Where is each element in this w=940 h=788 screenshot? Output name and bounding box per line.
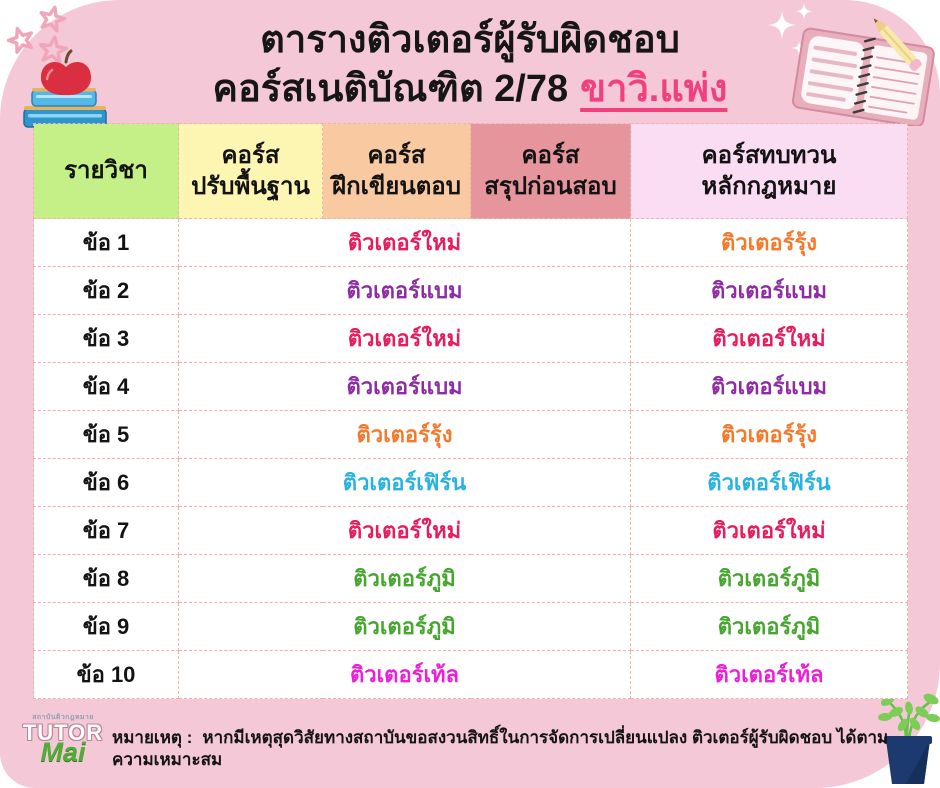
- tutor-table: รายวิชา คอร์ส ปรับพื้นฐาน คอร์ส ฝึกเขียน…: [33, 123, 908, 699]
- subject-cell: ข้อ 2: [33, 266, 179, 315]
- subject-highlight: ขาวิ.แพ่ง: [580, 67, 728, 110]
- logo-name-bottom: Mai: [40, 737, 86, 767]
- table-row: ข้อ 6 ติวเตอร์เฟิร์น ติวเตอร์เฟิร์น: [33, 458, 908, 507]
- subject-cell: ข้อ 7: [33, 506, 179, 555]
- col-header-review-course: คอร์สทบทวน หลักกฎหมาย: [630, 123, 908, 219]
- col-header-foundation-course: คอร์ส ปรับพื้นฐาน: [178, 123, 323, 219]
- review-tutor-cell: ติวเตอร์ใหม่: [630, 314, 908, 363]
- subject-cell: ข้อ 8: [33, 554, 179, 603]
- table-row: ข้อ 1 ติวเตอร์ใหม่ ติวเตอร์รุ้ง: [33, 218, 908, 267]
- table-body: ข้อ 1 ติวเตอร์ใหม่ ติวเตอร์รุ้ง ข้อ 2 ติ…: [33, 218, 908, 699]
- main-tutor-cell: ติวเตอร์เฟิร์น: [178, 458, 631, 507]
- col-header-label: สรุปก่อนสอบ: [484, 173, 617, 200]
- table-row: ข้อ 5 ติวเตอร์รุ้ง ติวเตอร์รุ้ง: [33, 410, 908, 459]
- footnote-label: หมายเหตุ :: [112, 728, 193, 747]
- tutormai-logo: สถาบันติวกฎหมาย TUTOR Mai: [12, 714, 114, 766]
- review-tutor-cell: ติวเตอร์ใหม่: [630, 506, 908, 555]
- plant-icon: [878, 693, 940, 784]
- page-title-line1: ตารางติวเตอร์ผู้รับผิดชอบ: [260, 19, 680, 61]
- main-tutor-cell: ติวเตอร์ใหม่: [178, 218, 631, 267]
- sparkles-icon: [768, 3, 813, 55]
- review-tutor-cell: ติวเตอร์ภูมิ: [630, 602, 908, 651]
- review-tutor-cell: ติวเตอร์เท้ล: [630, 650, 908, 699]
- page-title-line2: คอร์สเนติบัณฑิต 2/78 ขาวิ.แพ่ง: [120, 65, 820, 114]
- stars-doodle-icon: [6, 5, 69, 65]
- table-row: ข้อ 3 ติวเตอร์ใหม่ ติวเตอร์ใหม่: [33, 314, 908, 363]
- table-row: ข้อ 8 ติวเตอร์ภูมิ ติวเตอร์ภูมิ: [33, 554, 908, 603]
- main-tutor-cell: ติวเตอร์ภูมิ: [178, 602, 631, 651]
- review-tutor-cell: ติวเตอร์แบม: [630, 362, 908, 411]
- review-tutor-cell: ติวเตอร์ภูมิ: [630, 554, 908, 603]
- table-row: ข้อ 9 ติวเตอร์ภูมิ ติวเตอร์ภูมิ: [33, 602, 908, 651]
- col-header-label: ปรับพื้นฐาน: [191, 173, 310, 200]
- apple-books-icon: [23, 49, 107, 128]
- col-header-summary-course: คอร์ส สรุปก่อนสอบ: [470, 123, 631, 219]
- col-header-label: รายวิชา: [64, 157, 148, 185]
- footnote: หมายเหตุ : หากมีเหตุสุดวิสัยทางสถาบันขอสง…: [112, 727, 912, 771]
- col-header-label: คอร์สทบทวน: [701, 141, 837, 169]
- table-row: ข้อ 4 ติวเตอร์แบม ติวเตอร์แบม: [33, 362, 908, 411]
- main-tutor-cell: ติวเตอร์ใหม่: [178, 506, 631, 555]
- review-tutor-cell: ติวเตอร์รุ้ง: [630, 410, 908, 459]
- subject-cell: ข้อ 5: [33, 410, 179, 459]
- subject-cell: ข้อ 1: [33, 218, 179, 267]
- main-tutor-cell: ติวเตอร์ใหม่: [178, 314, 631, 363]
- table-row: ข้อ 2 ติวเตอร์แบม ติวเตอร์แบม: [33, 266, 908, 315]
- table-row: ข้อ 10 ติวเตอร์เท้ล ติวเตอร์เท้ล: [33, 650, 908, 699]
- review-tutor-cell: ติวเตอร์แบม: [630, 266, 908, 315]
- col-header-subject: รายวิชา: [33, 123, 179, 219]
- subject-cell: ข้อ 4: [33, 362, 179, 411]
- subject-cell: ข้อ 10: [33, 650, 179, 699]
- review-tutor-cell: ติวเตอร์รุ้ง: [630, 218, 908, 267]
- logo-name-top: TUTOR: [22, 720, 104, 745]
- review-tutor-cell: ติวเตอร์เฟิร์น: [630, 458, 908, 507]
- main-tutor-cell: ติวเตอร์รุ้ง: [178, 410, 631, 459]
- main-tutor-cell: ติวเตอร์แบม: [178, 362, 631, 411]
- col-header-label: คอร์ส: [521, 141, 580, 169]
- main-tutor-cell: ติวเตอร์แบม: [178, 266, 631, 315]
- main-tutor-cell: ติวเตอร์ภูมิ: [178, 554, 631, 603]
- subject-cell: ข้อ 6: [33, 458, 179, 507]
- table-row: ข้อ 7 ติวเตอร์ใหม่ ติวเตอร์ใหม่: [33, 506, 908, 555]
- footnote-text: หากมีเหตุสุดวิสัยทางสถาบันขอสงวนสิทธิ์ใน…: [112, 728, 889, 770]
- logo-tagline: สถาบันติวกฎหมาย: [32, 714, 94, 721]
- subject-cell: ข้อ 9: [33, 602, 179, 651]
- table-header: รายวิชา คอร์ส ปรับพื้นฐาน คอร์ส ฝึกเขียน…: [33, 123, 908, 219]
- notebook-pencil-icon: [792, 18, 935, 126]
- course-term-label: คอร์สเนติบัณฑิต 2/78: [212, 67, 569, 110]
- col-header-label: ฝึกเขียนตอบ: [332, 173, 461, 200]
- col-header-label: คอร์ส: [221, 141, 280, 169]
- title-block: ตารางติวเตอร์ผู้รับผิดชอบ คอร์สเนติบัณฑิ…: [120, 16, 820, 113]
- col-header-writing-course: คอร์ส ฝึกเขียนตอบ: [322, 123, 471, 219]
- subject-cell: ข้อ 3: [33, 314, 179, 363]
- col-header-label: คอร์ส: [367, 141, 426, 169]
- col-header-label: หลักกฎหมาย: [701, 173, 837, 200]
- main-tutor-cell: ติวเตอร์เท้ล: [178, 650, 631, 699]
